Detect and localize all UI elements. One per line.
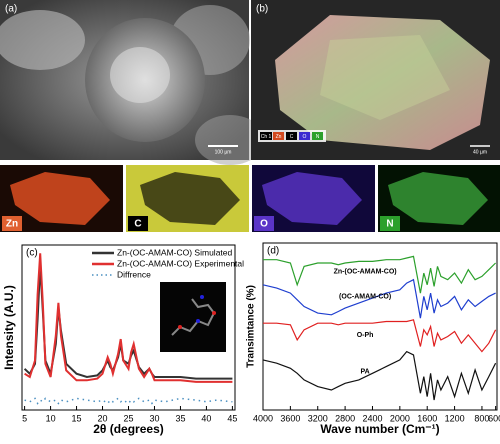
series-line	[24, 253, 233, 383]
x-tick-label: 20	[98, 413, 108, 423]
legend-swatch	[299, 132, 310, 140]
legend-swatch	[286, 132, 297, 140]
series-line	[262, 350, 497, 401]
panel-label: (a)	[5, 4, 17, 15]
legend-label: N	[316, 134, 320, 140]
eds-label: Zn	[6, 219, 18, 230]
series-line	[263, 255, 497, 294]
x-tick-label: 10	[46, 413, 56, 423]
eds-label: O	[260, 219, 268, 230]
sem-image-b: 40 µm (b)	[251, 0, 500, 160]
x-tick-label: 600	[488, 413, 500, 423]
x-tick-label: 2400	[362, 413, 382, 423]
x-axis-title: 2θ (degrees)	[93, 422, 164, 436]
panel-label: (b)	[256, 4, 268, 15]
x-tick-label: 3200	[308, 413, 328, 423]
molecule-inset	[160, 282, 226, 352]
eds-label-box	[128, 216, 148, 231]
sem-image-a: 100 µm (a)	[0, 0, 265, 165]
legend-label: Diffrence	[117, 269, 151, 279]
legend-swatch	[273, 132, 284, 140]
x-tick-label: 2000	[390, 413, 410, 423]
legend-label: Zn	[276, 134, 282, 140]
legend-label: Zn-(OC-AMAM-CO) Experimental	[117, 258, 244, 268]
legend-swatch	[312, 132, 323, 140]
x-tick-label: 1600	[417, 413, 437, 423]
x-tick-label: 5	[22, 413, 27, 423]
legend-swatch	[260, 132, 272, 140]
x-tick-label: 25	[123, 413, 133, 423]
x-tick-label: 800	[474, 413, 489, 423]
series-label: O-Ph	[357, 332, 374, 339]
legend-label: O	[303, 134, 307, 140]
scale-bar-label: 100 µm	[215, 149, 232, 155]
x-tick-label: 15	[72, 413, 82, 423]
x-tick-label: 45	[227, 413, 237, 423]
legend-label: Ch 1	[261, 134, 272, 140]
x-tick-label: 40	[201, 413, 211, 423]
series-line	[262, 278, 496, 319]
panel-label: (c)	[26, 248, 38, 259]
plot-frame	[262, 242, 498, 411]
x-axis-title: Wave number (Cm⁻¹)	[320, 422, 439, 436]
legend-label: C	[290, 134, 294, 140]
series-label: PA	[360, 369, 369, 376]
eds-label-box	[2, 216, 22, 231]
scale-bar-label: 40 µm	[473, 149, 487, 155]
eds-label: C	[134, 219, 141, 230]
legend-label: Zn-(OC-AMAM-CO) Simulated	[117, 247, 233, 257]
x-tick-label: 3600	[280, 413, 300, 423]
series-label: Zn-(OC-AMAM-CO)	[334, 269, 397, 276]
x-tick-label: 35	[175, 413, 185, 423]
eds-label-box	[380, 216, 400, 231]
eds-maps	[0, 165, 500, 232]
x-tick-label: 30	[149, 413, 159, 423]
series-line	[24, 397, 233, 405]
y-axis-title: Intensity (A.U.)	[2, 285, 16, 370]
x-tick-label: 2800	[335, 413, 355, 423]
series-line	[263, 319, 497, 353]
x-tick-label: 4000	[253, 413, 273, 423]
series-label: (OC-AMAM-CO)	[339, 294, 391, 301]
eds-label-box	[254, 216, 274, 231]
panel-label: (d)	[267, 246, 279, 257]
x-tick-label: 1200	[445, 413, 465, 423]
eds-label: N	[386, 219, 393, 230]
y-axis-title: Transimtance (%)	[246, 285, 257, 368]
